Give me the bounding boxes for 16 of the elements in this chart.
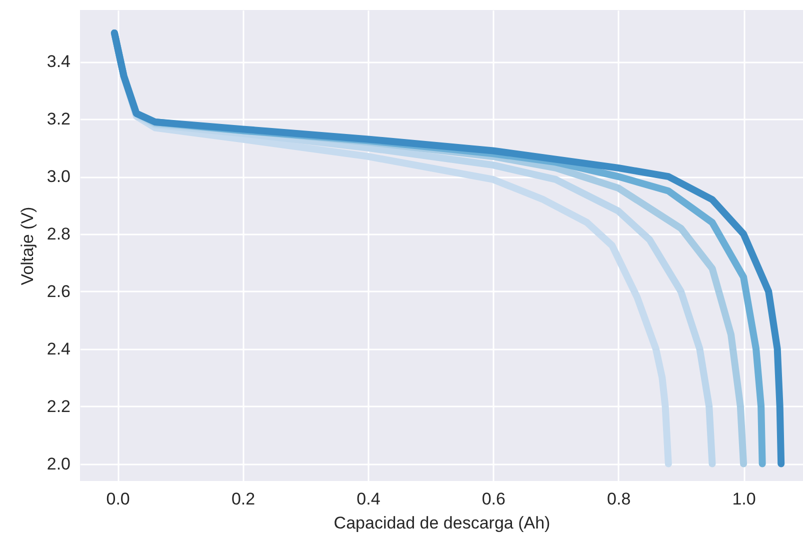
x-tick-label: 0.8 [607, 490, 631, 508]
y-axis-title: Voltaje (V) [18, 206, 37, 286]
x-tick-label: 1.0 [732, 490, 756, 508]
x-tick-label: 0.0 [106, 490, 130, 508]
y-tick-label: 3.0 [46, 167, 70, 186]
y-tick-label: 2.0 [46, 454, 70, 474]
y-tick-label: 3.2 [46, 110, 70, 129]
x-tick-label: 0.6 [482, 490, 506, 508]
y-tick-label: 2.4 [46, 339, 70, 358]
x-tick-label: 0.4 [356, 490, 380, 508]
y-tick-label: 2.6 [46, 282, 70, 301]
y-tick-label: 2.2 [46, 396, 70, 416]
x-axis-title: Capacidad de descarga (Ah) [334, 514, 550, 532]
y-tick-label: 3.4 [46, 52, 70, 72]
x-tick-label: 0.2 [231, 490, 256, 508]
y-tick-label: 2.8 [46, 224, 70, 244]
